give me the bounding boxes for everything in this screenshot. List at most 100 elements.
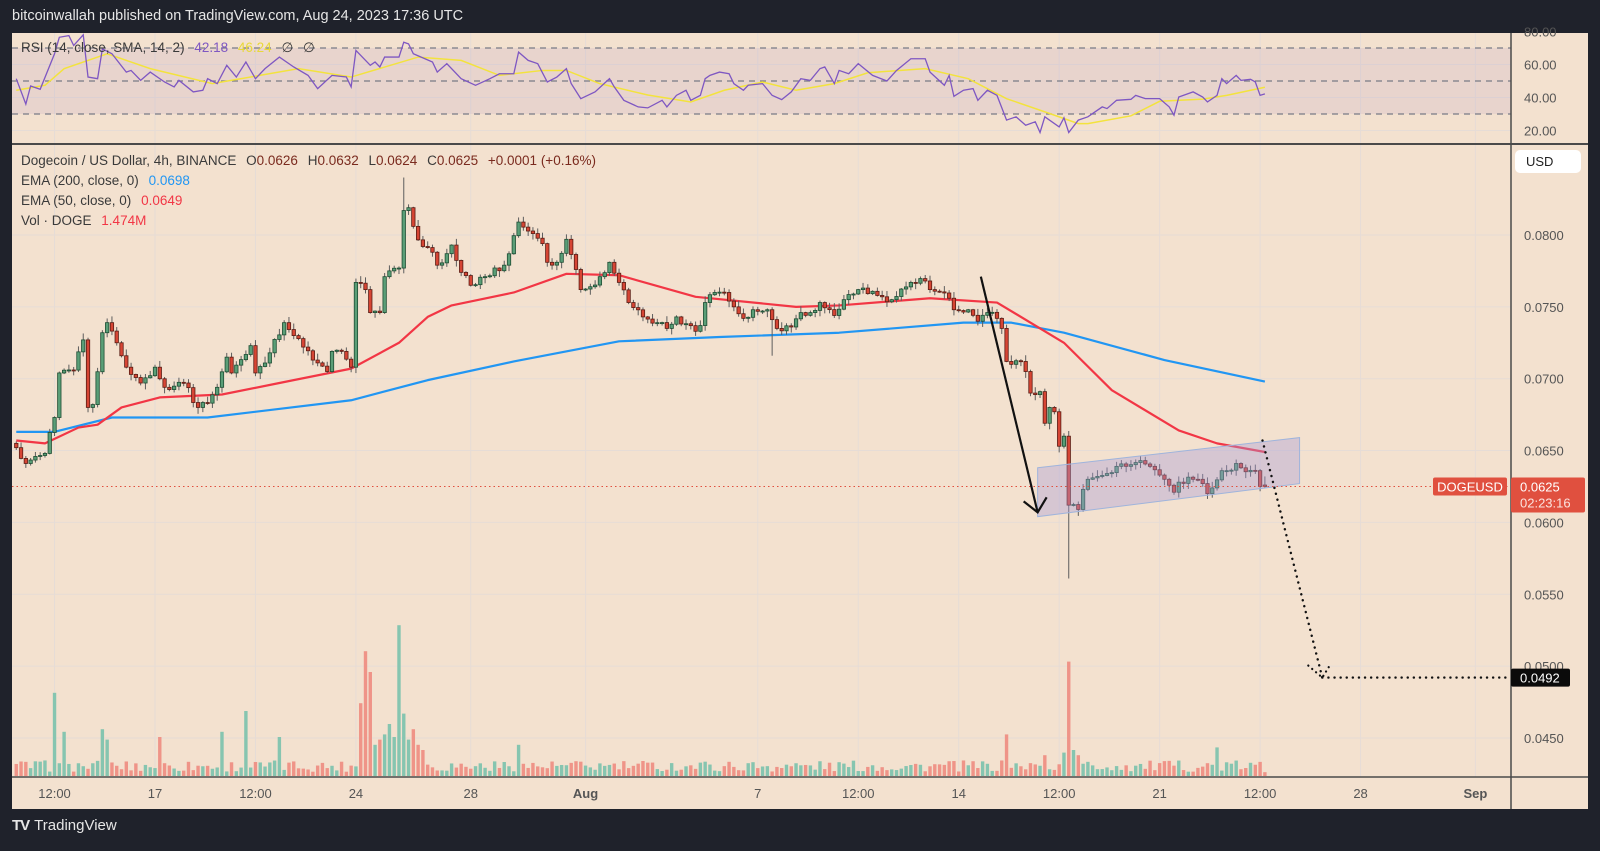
volume-bar bbox=[961, 760, 966, 776]
volume-bar bbox=[1138, 763, 1143, 776]
volume-bar bbox=[679, 769, 683, 776]
volume-bar bbox=[234, 771, 239, 776]
volume-bar bbox=[641, 760, 645, 776]
candle-body bbox=[750, 309, 756, 318]
time-tick-label: 7 bbox=[754, 786, 761, 801]
volume-bar bbox=[913, 763, 918, 776]
candle-body bbox=[1080, 488, 1086, 510]
volume-legend[interactable]: Vol · DOGE 1.474M bbox=[21, 213, 152, 228]
volume-bar bbox=[373, 744, 377, 776]
candle-body bbox=[109, 322, 115, 332]
time-tick-label: 21 bbox=[1152, 786, 1166, 801]
candle-body bbox=[219, 371, 225, 388]
volume-bar bbox=[1038, 765, 1042, 776]
candle-body bbox=[420, 239, 426, 247]
currency-button[interactable]: USD bbox=[1515, 150, 1581, 173]
candle-body bbox=[435, 251, 440, 266]
volume-bar bbox=[980, 761, 985, 776]
candle-body bbox=[478, 276, 483, 286]
volume-bar bbox=[937, 764, 942, 776]
volume-bar bbox=[808, 765, 813, 776]
ema50-line bbox=[16, 272, 1266, 454]
grid-lines bbox=[12, 33, 1511, 777]
volume-bar bbox=[1076, 755, 1081, 776]
volume-bar bbox=[1177, 760, 1181, 776]
last-price-tag bbox=[1511, 477, 1585, 513]
candle-body bbox=[918, 278, 923, 284]
volume-bar bbox=[253, 761, 258, 776]
candle-body bbox=[636, 307, 641, 311]
candle-body bbox=[1114, 465, 1119, 474]
volume-bar bbox=[28, 768, 33, 776]
candle-body bbox=[521, 221, 526, 228]
volume-bar bbox=[354, 766, 358, 776]
candle-body bbox=[406, 207, 411, 211]
candle-body bbox=[784, 325, 789, 332]
ema200-legend[interactable]: EMA (200, close, 0) 0.0698 bbox=[21, 173, 196, 188]
candle-body bbox=[616, 272, 622, 283]
volume-bar bbox=[449, 763, 454, 776]
candle-body bbox=[1147, 463, 1153, 467]
volume-bar bbox=[344, 771, 349, 776]
candle-body bbox=[841, 299, 846, 310]
candle-body bbox=[951, 297, 957, 311]
candle-body bbox=[339, 349, 344, 352]
volume-bar bbox=[784, 764, 789, 776]
volume-bar bbox=[1215, 747, 1219, 776]
time-tick-label: 12:00 bbox=[1043, 786, 1076, 801]
rsi-legend[interactable]: RSI (14, close, SMA, 14, 2) 42.18 46.24 … bbox=[21, 40, 321, 56]
rsi-line bbox=[15, 33, 1266, 135]
candle-body bbox=[593, 284, 598, 288]
candle-body bbox=[377, 310, 382, 313]
symbol-legend[interactable]: Dogecoin / US Dollar, 4h, BINANCE O0.062… bbox=[21, 153, 602, 168]
rsi-tick-label: 60.00 bbox=[1524, 58, 1557, 73]
volume-bar bbox=[909, 765, 913, 776]
volume-bar bbox=[1224, 762, 1229, 776]
volume-bar bbox=[646, 762, 650, 776]
symbol-price-tag bbox=[1433, 477, 1507, 496]
volume-bar bbox=[1191, 771, 1195, 776]
candle-body bbox=[1042, 391, 1047, 424]
time-tick-label: 12:00 bbox=[38, 786, 71, 801]
candle-body bbox=[903, 286, 909, 290]
volume-bar bbox=[818, 761, 822, 776]
volume-bar bbox=[602, 765, 607, 776]
candle-body bbox=[640, 309, 646, 318]
candle-body bbox=[1014, 360, 1019, 365]
ema200-line bbox=[16, 321, 1266, 433]
projection-arrow-icon bbox=[1307, 663, 1332, 680]
volume-bar bbox=[1081, 763, 1085, 776]
candle-body bbox=[1176, 481, 1181, 493]
volume-bar bbox=[425, 764, 430, 776]
volume-bar bbox=[665, 769, 669, 776]
rsi-tick-label: 80.00 bbox=[1524, 25, 1557, 40]
candle-body bbox=[583, 288, 588, 291]
price-tick-label: 0.0700 bbox=[1524, 372, 1564, 387]
volume-bar bbox=[976, 768, 980, 776]
high-label: H bbox=[307, 153, 318, 168]
candle-body bbox=[459, 259, 464, 273]
volume-bar bbox=[1114, 766, 1119, 776]
volume-bar bbox=[717, 771, 722, 776]
rsi-pane bbox=[12, 33, 1511, 135]
candle-body bbox=[191, 387, 196, 403]
candle-body bbox=[444, 253, 449, 264]
candle-body bbox=[387, 270, 392, 278]
ema50-legend[interactable]: EMA (50, close, 0) 0.0649 bbox=[21, 193, 188, 208]
candle-body bbox=[114, 330, 119, 344]
volume-bar bbox=[311, 771, 315, 776]
footer-brand[interactable]: TV TradingView bbox=[12, 817, 117, 834]
volume-bar bbox=[325, 768, 329, 776]
volume-bar bbox=[454, 767, 459, 776]
candle-body bbox=[1100, 475, 1105, 477]
volume-bar bbox=[655, 769, 660, 776]
candle-body bbox=[573, 254, 579, 270]
candle-body bbox=[416, 225, 421, 241]
volume-bar bbox=[904, 766, 908, 776]
volume-bar bbox=[382, 734, 387, 776]
volume-bar bbox=[473, 766, 478, 776]
candle-body bbox=[731, 300, 736, 308]
candle-body bbox=[100, 332, 105, 373]
candle-body bbox=[961, 310, 966, 313]
